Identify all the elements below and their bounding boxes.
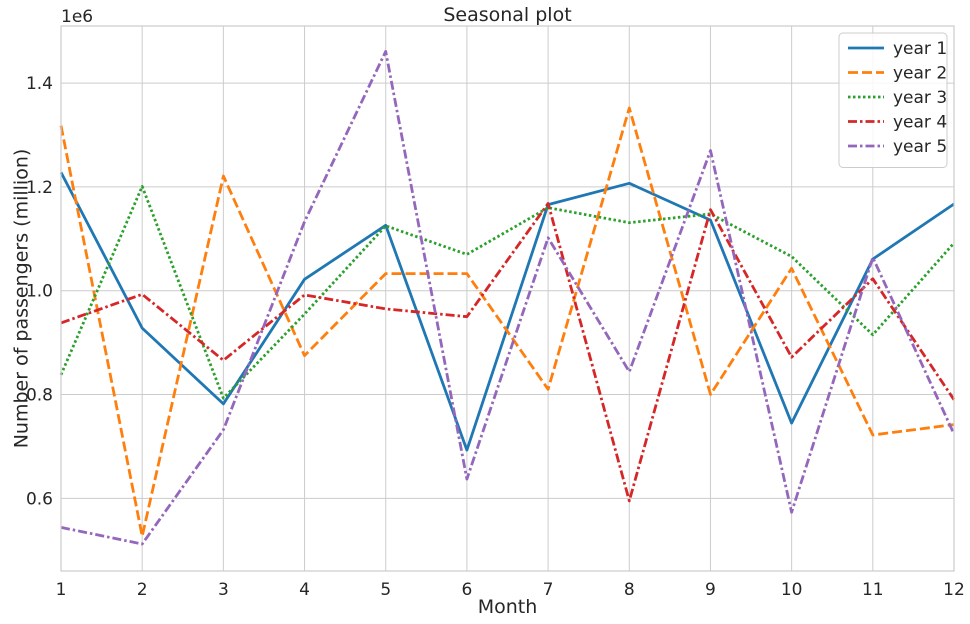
x-tick-label: 7	[543, 580, 554, 600]
legend-label: year 5	[893, 137, 947, 157]
legend-label: year 3	[893, 88, 947, 108]
y-tick-label: 1.2	[26, 178, 53, 198]
x-tick-label: 6	[461, 580, 472, 600]
series-line-year-1	[59, 171, 955, 452]
series-line-year-2	[59, 106, 955, 538]
x-axis-label: Month	[478, 596, 538, 618]
y-offset-label: 1e6	[61, 7, 93, 27]
chart-title: Seasonal plot	[443, 4, 571, 26]
x-tick-label: 11	[862, 580, 884, 600]
grid	[60, 26, 955, 571]
x-tick-label: 2	[137, 580, 148, 600]
y-tick-label: 0.6	[26, 489, 53, 509]
legend-label: year 4	[893, 113, 947, 133]
series-layer	[59, 50, 956, 546]
x-tick-label: 8	[624, 580, 635, 600]
legend: year 1 year 2 year 3 year 4 year 5	[838, 32, 948, 168]
plot-frame	[60, 25, 955, 572]
x-tick-label: 10	[781, 580, 803, 600]
plot-area	[61, 26, 954, 571]
legend-label: year 1	[893, 39, 947, 59]
series-line-year-3	[59, 184, 956, 400]
y-tick-label: 1.0	[26, 282, 53, 302]
legend-frame	[838, 32, 948, 168]
x-tick-label: 3	[218, 580, 229, 600]
series-line-year-5	[60, 50, 956, 546]
y-tick-label: 1.4	[26, 74, 53, 94]
series-line-year-4	[60, 202, 956, 503]
y-axis-label: Number of passengers (million)	[11, 149, 33, 449]
x-tick-label: 9	[705, 580, 716, 600]
tick-labels: 1 2 3 4 5 6 7 8 9 10 11 120.60.81.01.21.4	[26, 74, 965, 600]
x-tick-label: 5	[380, 580, 391, 600]
legend-label: year 2	[893, 64, 947, 84]
x-tick-label: 4	[299, 580, 310, 600]
y-tick-label: 0.8	[26, 386, 53, 406]
x-tick-label: 1	[56, 580, 67, 600]
x-tick-label: 12	[943, 580, 965, 600]
